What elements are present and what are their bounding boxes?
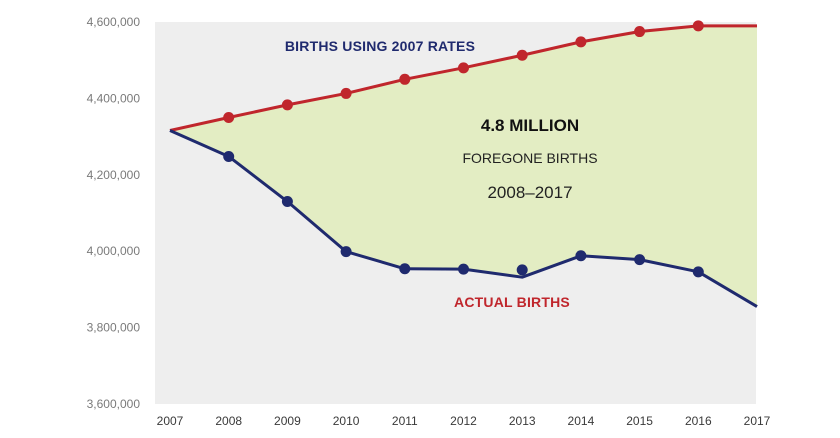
x-tick-label: 2011 [392, 414, 418, 428]
point-births-2007-rates-2008 [223, 112, 235, 123]
point-actual-births-2016 [692, 266, 704, 278]
point-actual-births-2011 [399, 263, 411, 275]
x-tick-label: 2010 [333, 414, 360, 428]
y-tick-label: 4,000,000 [87, 244, 141, 258]
annotation-period: 2008–2017 [487, 183, 572, 202]
x-tick-label: 2012 [450, 414, 477, 428]
point-actual-births-2015 [634, 254, 646, 266]
point-births-2007-rates-2015 [634, 26, 646, 38]
y-tick-label: 4,400,000 [87, 91, 141, 105]
point-births-2007-rates-2013 [516, 49, 528, 61]
x-tick-label: 2009 [274, 414, 301, 428]
point-actual-births-2014 [575, 250, 587, 262]
x-tick-label: 2014 [568, 414, 595, 428]
point-actual-births-2009 [281, 196, 293, 208]
x-tick-label: 2013 [509, 414, 536, 428]
x-tick-label: 2016 [685, 414, 712, 428]
point-births-2007-rates-2016 [692, 20, 704, 32]
point-births-2007-rates-2009 [281, 99, 293, 111]
y-tick-label: 4,600,000 [87, 15, 141, 29]
point-actual-births-2012 [458, 263, 469, 275]
point-actual-births-2010 [340, 246, 352, 258]
point-births-2007-rates-2011 [399, 73, 411, 85]
point-actual-births-2013 [516, 264, 528, 276]
x-tick-label: 2015 [626, 414, 653, 428]
series-label-actual-births: ACTUAL BIRTHS [454, 294, 570, 310]
series-label-births-2007-rates: BIRTHS USING 2007 RATES [285, 38, 475, 54]
x-tick-label: 2007 [157, 414, 184, 428]
point-actual-births-2008 [223, 150, 235, 162]
point-births-2007-rates-2010 [340, 87, 352, 99]
point-births-2007-rates-2012 [458, 62, 469, 74]
annotation-label: FOREGONE BIRTHS [462, 150, 597, 166]
y-tick-label: 4,200,000 [87, 168, 141, 182]
y-tick-label: 3,800,000 [87, 321, 141, 335]
point-births-2007-rates-2014 [575, 36, 587, 48]
foregone-births-area [170, 25, 757, 307]
y-tick-label: 3,600,000 [87, 397, 141, 411]
x-tick-label: 2017 [744, 414, 771, 428]
x-tick-label: 2008 [215, 414, 242, 428]
annotation-total: 4.8 MILLION [481, 116, 579, 135]
